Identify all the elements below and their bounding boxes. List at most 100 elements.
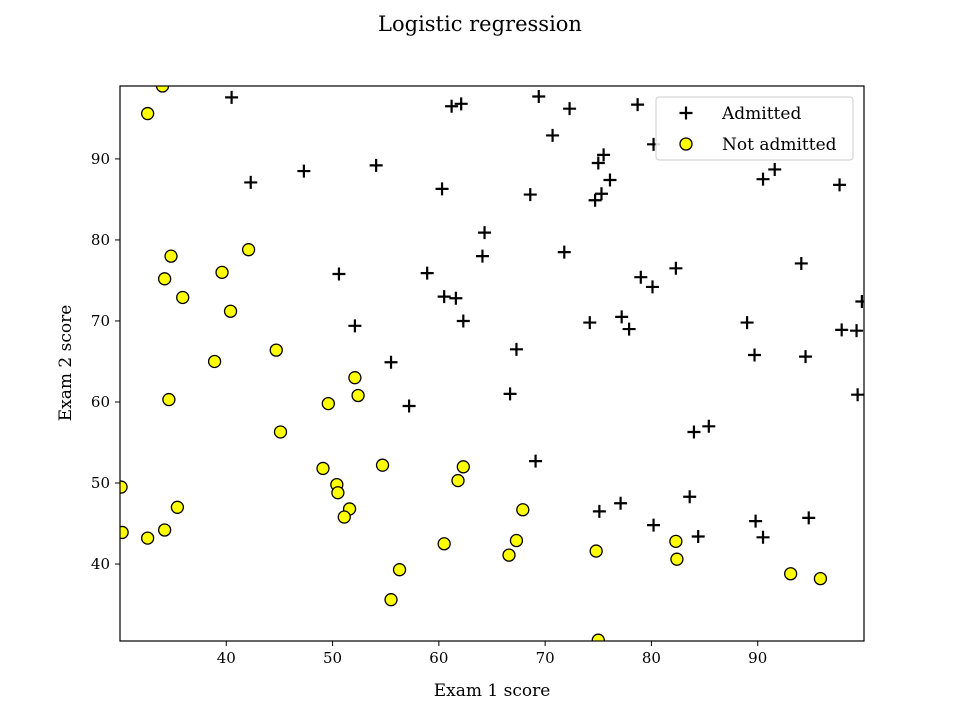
admitted-point-58 [802, 511, 816, 525]
not-admitted-point-16 [375, 458, 390, 472]
not-admitted-point-5 [157, 272, 172, 286]
legend-not-admitted-label: Not admitted [722, 135, 837, 155]
admitted-point-44 [384, 355, 398, 369]
x-axis-label: Exam 1 score [434, 681, 551, 701]
not-admitted-point-20 [331, 486, 345, 500]
y-tick-label-70: 70 [91, 312, 110, 330]
admitted-point-38 [740, 316, 754, 330]
admitted-point-22 [475, 249, 489, 263]
admitted-point-27 [420, 266, 434, 280]
x-tick-label-90: 90 [748, 649, 767, 667]
admitted-point-50 [529, 454, 543, 468]
admitted-point-55 [691, 529, 705, 543]
admitted-point-37 [622, 322, 636, 336]
not-admitted-point-17 [456, 460, 470, 474]
admitted-point-41 [509, 342, 523, 356]
admitted-point-54 [647, 518, 661, 532]
admitted-point-23 [557, 245, 571, 259]
not-admitted-point-8 [269, 343, 283, 357]
admitted-point-15 [244, 175, 258, 189]
admitted-point-43 [799, 350, 813, 364]
admitted-point-35 [583, 316, 597, 330]
admitted-point-19 [768, 162, 782, 176]
not-admitted-point-12 [351, 388, 365, 403]
not-admitted-point-11 [321, 396, 335, 411]
admitted-point-47 [851, 388, 864, 402]
admitted-point-48 [702, 419, 716, 433]
admitted-point-32 [855, 295, 864, 309]
admitted-point-29 [645, 280, 659, 294]
admitted-point-52 [614, 496, 628, 510]
admitted-point-34 [456, 314, 470, 328]
admitted-point-21 [478, 226, 492, 240]
admitted-point-1 [445, 99, 459, 113]
admitted-point-26 [332, 267, 346, 281]
not-admitted-point-39 [591, 633, 605, 641]
admitted-point-28 [634, 270, 648, 284]
admitted-point-33 [348, 319, 362, 333]
admitted-point-57 [756, 530, 770, 544]
not-admitted-point-1 [140, 106, 155, 121]
admitted-point-36 [615, 310, 629, 324]
not-admitted-point-10 [348, 371, 362, 385]
x-tick-label-50: 50 [323, 649, 342, 667]
not-admitted-point-24 [337, 510, 351, 524]
y-tick-label-50: 50 [91, 474, 110, 492]
x-tick-label-80: 80 [642, 649, 661, 667]
not-admitted-point-34 [670, 552, 684, 566]
admitted-point-42 [748, 348, 762, 362]
not-admitted-point-4 [215, 265, 229, 280]
admitted-point-20 [833, 178, 847, 192]
admitted-point-12 [603, 173, 617, 187]
not-admitted-point-32 [589, 544, 603, 558]
not-admitted-point-3 [241, 243, 256, 257]
y-tick-label-80: 80 [91, 231, 110, 249]
y-tick-label-90: 90 [91, 150, 110, 168]
admitted-point-16 [297, 164, 311, 178]
not-admitted-point-9 [207, 354, 222, 369]
not-admitted-point-29 [437, 537, 451, 551]
admitted-point-10 [588, 193, 602, 207]
not-admitted-point-13 [162, 392, 176, 407]
admitted-point-13 [523, 188, 537, 202]
not-admitted-point-35 [392, 563, 407, 577]
admitted-point-9 [597, 148, 611, 162]
admitted-point-24 [669, 261, 683, 275]
not-admitted-point-28 [140, 531, 155, 545]
not-admitted-point-14 [273, 425, 288, 439]
not-admitted-point-27 [120, 525, 129, 540]
admitted-point-30 [437, 290, 451, 304]
x-axis-ticks: 40 50 60 70 80 90 [217, 641, 767, 667]
admitted-point-3 [532, 90, 546, 104]
not-admitted-point-25 [516, 503, 530, 517]
not-admitted-point-2 [164, 249, 178, 263]
not-admitted-point-22 [170, 500, 185, 514]
not-admitted-point-21 [451, 473, 465, 488]
x-tick-label-60: 60 [429, 649, 448, 667]
not-admitted-point-15 [316, 461, 330, 476]
admitted-point-0 [225, 90, 239, 104]
admitted-point-40 [850, 324, 864, 338]
admitted-point-39 [835, 323, 849, 337]
admitted-point-31 [449, 291, 463, 305]
not-admitted-point-36 [784, 567, 798, 581]
not-admitted-point-6 [176, 290, 190, 305]
y-axis-ticks: 40 50 60 70 80 90 [91, 150, 120, 573]
x-tick-label-40: 40 [217, 649, 236, 667]
not-admitted-point-18 [120, 480, 128, 494]
admitted-point-18 [756, 172, 770, 186]
admitted-point-2 [454, 97, 468, 111]
not-admitted-point-7 [223, 304, 238, 318]
admitted-point-45 [503, 387, 517, 401]
admitted-point-46 [402, 399, 416, 413]
y-tick-label-40: 40 [91, 555, 110, 573]
admitted-point-53 [592, 504, 606, 518]
admitted-point-56 [749, 514, 763, 528]
plot-marks [120, 86, 864, 641]
admitted-point-51 [683, 490, 697, 504]
not-admitted-point-33 [502, 548, 516, 562]
legend-not-admitted-marker [679, 137, 693, 151]
admitted-point-17 [369, 158, 383, 172]
not-admitted-point-30 [509, 533, 524, 548]
legend-admitted-marker [679, 106, 693, 120]
